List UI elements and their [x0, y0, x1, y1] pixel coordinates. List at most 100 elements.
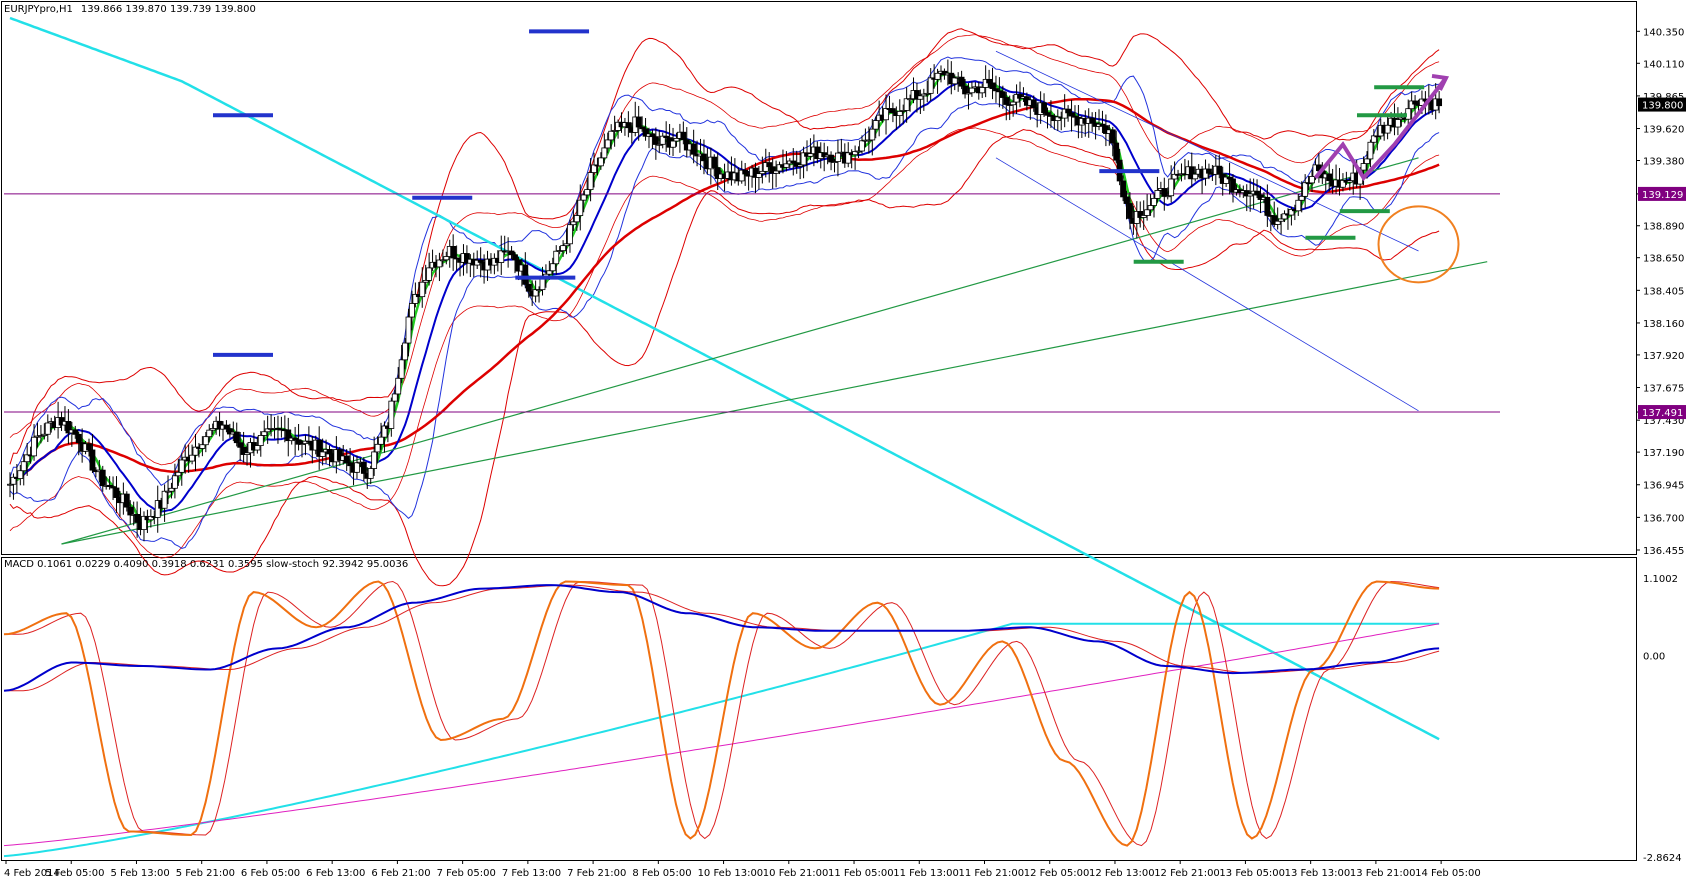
price-tick-label: 140.110 [1643, 59, 1684, 70]
bull-candle [927, 77, 934, 94]
bear-candle [1436, 98, 1443, 107]
bull-candle [371, 451, 378, 469]
bull-candle [422, 279, 429, 283]
time-tick-label: 13 Feb 05:00 [1219, 868, 1285, 879]
bull-candle [405, 316, 412, 344]
bull-candle [402, 342, 408, 361]
rising-trendline-upper [61, 157, 1419, 545]
bull-candle [257, 435, 264, 446]
bull-candle [154, 500, 161, 518]
bull-candle [553, 250, 560, 265]
bull-candle [556, 250, 563, 252]
macd-signal-line [4, 584, 1440, 692]
bear-candle [65, 421, 72, 434]
bull-candle [611, 130, 618, 132]
bear-candle [99, 469, 106, 487]
bear-candle [75, 433, 82, 444]
bear-candle [1123, 196, 1130, 204]
bear-candle [986, 78, 992, 84]
bear-candle [1120, 180, 1126, 198]
price-tick-label: 138.405 [1643, 286, 1684, 297]
bull-candle [920, 93, 927, 97]
bear-candle [701, 153, 707, 162]
bull-candle [1298, 195, 1305, 201]
bull-candle [673, 137, 680, 142]
time-tick-label: 11 Feb 21:00 [958, 868, 1024, 879]
bull-candle [171, 475, 178, 489]
fast-moving-average-line [9, 71, 1440, 524]
bear-candle [525, 283, 532, 292]
bear-candle [790, 160, 797, 164]
price-tick-label: 140.350 [1643, 27, 1684, 38]
macd-stoch-panel [3, 580, 1440, 858]
price-tick-label: 137.430 [1643, 416, 1684, 427]
falling-channel-top [995, 50, 1419, 252]
bull-candle [7, 483, 13, 486]
bull-candle [175, 471, 182, 477]
projection-arrow [1313, 76, 1448, 182]
bull-candle [917, 95, 924, 100]
bull-candle [573, 215, 580, 223]
bull-candle [896, 111, 903, 117]
bollinger-upper-line [9, 56, 1440, 486]
bear-candle [752, 167, 759, 178]
bull-candle [1223, 176, 1230, 184]
bear-candle [285, 429, 292, 442]
bull-candle [1295, 199, 1302, 212]
envelope-inner-lower-line [9, 127, 1440, 559]
price-tick-label: 139.380 [1643, 156, 1684, 167]
time-tick-label: 6 Feb 05:00 [241, 868, 300, 879]
bear-candle [1326, 173, 1333, 181]
bear-candle [711, 156, 718, 168]
bull-candle [584, 189, 591, 196]
bull-candle [1061, 108, 1068, 119]
bear-candle [1271, 215, 1278, 225]
bull-candle [865, 139, 872, 142]
bull-candle [1360, 163, 1367, 171]
bull-candle [189, 454, 195, 462]
bear-candle [347, 462, 354, 467]
macd-magenta-line [3, 623, 1440, 847]
bull-candle [20, 461, 27, 472]
bear-candle [1137, 210, 1144, 218]
ohlc-label: 139.866 139.870 139.739 139.800 [81, 4, 256, 15]
bull-candle [1168, 178, 1175, 197]
time-tick-label: 13 Feb 13:00 [1285, 868, 1351, 879]
bear-candle [1264, 196, 1271, 216]
time-tick-label: 10 Feb 13:00 [698, 868, 764, 879]
bull-candle [969, 87, 975, 94]
bear-candle [1374, 135, 1381, 138]
bear-candle [958, 76, 965, 87]
bear-candle [635, 116, 642, 128]
bull-candle [570, 221, 577, 226]
price-marker-box [1638, 186, 1686, 201]
bull-candle [580, 194, 587, 201]
candlesticks [7, 59, 1443, 542]
mid-moving-average-line [9, 80, 1440, 513]
bear-candle [1072, 115, 1078, 118]
bull-candle [951, 77, 958, 85]
bull-candle [412, 293, 419, 304]
bull-candle [597, 157, 604, 167]
bull-candle [536, 289, 542, 292]
bull-candle [1384, 124, 1391, 134]
bull-candle [1171, 173, 1178, 180]
bear-candle [769, 166, 776, 174]
bear-candle [999, 91, 1006, 98]
bull-candle [1278, 218, 1285, 222]
bear-candle [237, 442, 244, 448]
bull-candle [192, 446, 199, 456]
bear-candle [123, 493, 130, 508]
time-tick-label: 12 Feb 21:00 [1154, 868, 1220, 879]
bull-candle [168, 487, 175, 492]
stoch-signal-line [4, 580, 1440, 847]
bull-candle [852, 151, 859, 156]
time-tick-label: 13 Feb 21:00 [1350, 868, 1416, 879]
bear-candle [714, 167, 721, 179]
bull-candle [1408, 100, 1415, 110]
envelope-upper-line [9, 28, 1440, 465]
symbol-label: EURJPYpro,H1 [4, 4, 73, 15]
bull-candle [883, 108, 889, 121]
bull-candle [374, 443, 381, 453]
